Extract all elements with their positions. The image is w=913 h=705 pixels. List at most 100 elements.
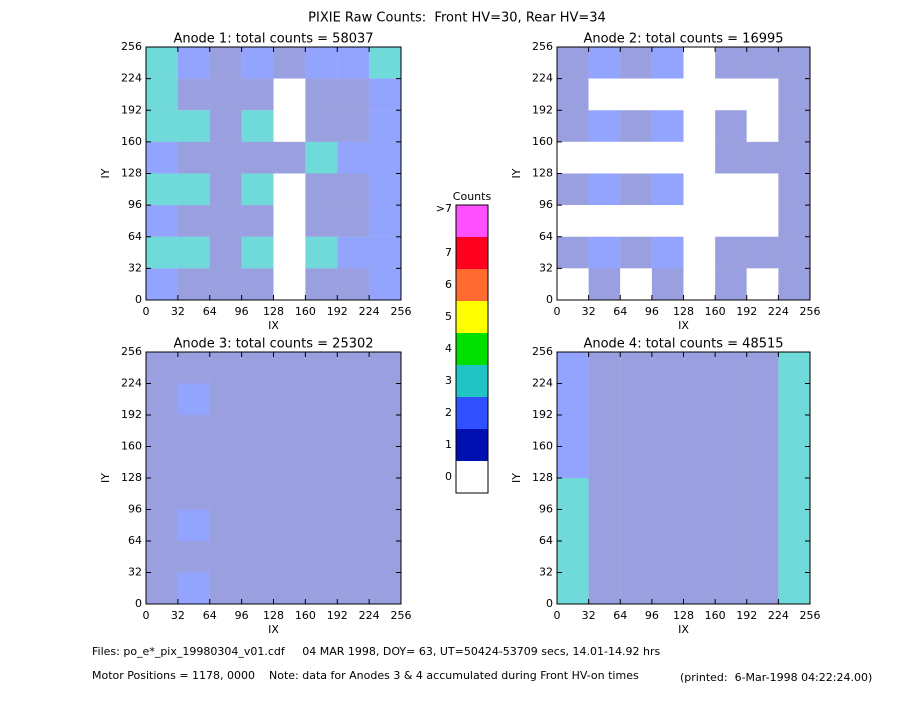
heat-cell	[683, 173, 716, 206]
x-tick-label: 96	[235, 305, 249, 318]
heat-cell	[746, 78, 779, 111]
x-tick-label: 160	[295, 609, 316, 622]
heat-cell	[746, 110, 779, 142]
heat-cell	[651, 352, 684, 384]
heat-cell	[146, 383, 178, 415]
y-tick-label: 0	[135, 293, 142, 306]
heat-cell	[209, 509, 242, 541]
y-tick-label: 256	[121, 40, 142, 53]
heat-cell	[588, 383, 621, 415]
heat-cell	[746, 47, 779, 79]
heat-cell	[746, 141, 779, 174]
colorbar-swatch	[456, 237, 488, 269]
heat-cell	[715, 141, 747, 174]
y-tick-label: 128	[121, 167, 142, 180]
x-tick-label: 224	[359, 609, 380, 622]
heat-cell	[305, 415, 338, 447]
x-tick-label: 32	[582, 609, 596, 622]
heat-cell	[746, 541, 779, 573]
y-tick-label: 128	[121, 471, 142, 484]
heat-cell	[146, 141, 178, 174]
heat-cell	[369, 509, 401, 541]
heat-cell	[683, 383, 716, 415]
y-tick-label: 0	[135, 597, 142, 610]
heat-cell	[177, 446, 210, 478]
colorbar-swatch	[456, 205, 488, 237]
heat-cell	[177, 383, 210, 415]
heat-cell	[588, 509, 621, 541]
heat-cell	[778, 47, 810, 79]
heat-cell	[778, 572, 810, 604]
y-tick-label: 96	[539, 198, 553, 211]
heat-cell	[241, 173, 274, 206]
heat-cell	[337, 47, 370, 79]
heat-cell	[369, 47, 401, 79]
heat-cell	[746, 446, 779, 478]
heat-cell	[209, 141, 242, 174]
x-tick-label: 128	[263, 305, 284, 318]
x-tick-label: 192	[736, 609, 757, 622]
y-tick-label: 64	[539, 230, 553, 243]
x-tick-label: 192	[327, 305, 348, 318]
heat-cell	[778, 110, 810, 142]
y-tick-label: 192	[121, 103, 142, 116]
heat-cell	[778, 173, 810, 206]
heat-cell	[305, 47, 338, 79]
heat-cell	[369, 415, 401, 447]
heat-cell	[715, 572, 747, 604]
heat-cell	[273, 541, 306, 573]
heat-cell	[177, 205, 210, 237]
heat-cell	[209, 47, 242, 79]
heat-cell	[177, 47, 210, 79]
heat-cell	[651, 78, 684, 111]
heat-cell	[620, 173, 652, 206]
y-tick-label: 224	[532, 377, 553, 390]
heat-cell	[273, 173, 306, 206]
heat-cell	[305, 383, 338, 415]
heat-cell	[177, 110, 210, 142]
footer-files: Files: po_e*_pix_19980304_v01.cdf 04 MAR…	[92, 645, 660, 658]
heat-cell	[241, 236, 274, 269]
heat-cell	[588, 572, 621, 604]
heat-cell	[683, 141, 716, 174]
heat-cell	[241, 352, 274, 384]
heat-cell	[241, 541, 274, 573]
heat-cell	[557, 205, 589, 237]
x-axis-label: IX	[268, 319, 279, 332]
heat-cell	[746, 509, 779, 541]
heat-cell	[209, 110, 242, 142]
heat-cell	[273, 110, 306, 142]
heat-cell	[715, 541, 747, 573]
heat-cell	[177, 572, 210, 604]
heat-cell	[209, 173, 242, 206]
heat-cell	[273, 572, 306, 604]
heat-cell	[305, 478, 338, 510]
heat-cell	[241, 572, 274, 604]
heat-cell	[369, 572, 401, 604]
heat-cell	[651, 110, 684, 142]
x-tick-label: 32	[171, 609, 185, 622]
colorbar-label: 6	[445, 278, 452, 291]
heat-cell	[305, 110, 338, 142]
heat-cell	[651, 541, 684, 573]
x-tick-label: 256	[800, 609, 821, 622]
heat-cell	[557, 236, 589, 269]
heat-cell	[305, 352, 338, 384]
heat-cell	[651, 446, 684, 478]
x-tick-label: 96	[645, 609, 659, 622]
x-tick-label: 160	[705, 609, 726, 622]
heat-cell	[369, 383, 401, 415]
heat-cell	[241, 478, 274, 510]
y-tick-label: 256	[121, 345, 142, 358]
y-tick-label: 224	[121, 377, 142, 390]
heat-cell	[146, 572, 178, 604]
heat-cell	[715, 352, 747, 384]
y-tick-label: 160	[532, 440, 553, 453]
heat-cell	[177, 78, 210, 111]
heat-cell	[209, 78, 242, 111]
heat-cell	[305, 173, 338, 206]
heat-cell	[683, 78, 716, 111]
heat-cell	[683, 47, 716, 79]
heat-cell	[715, 47, 747, 79]
x-tick-label: 192	[327, 609, 348, 622]
